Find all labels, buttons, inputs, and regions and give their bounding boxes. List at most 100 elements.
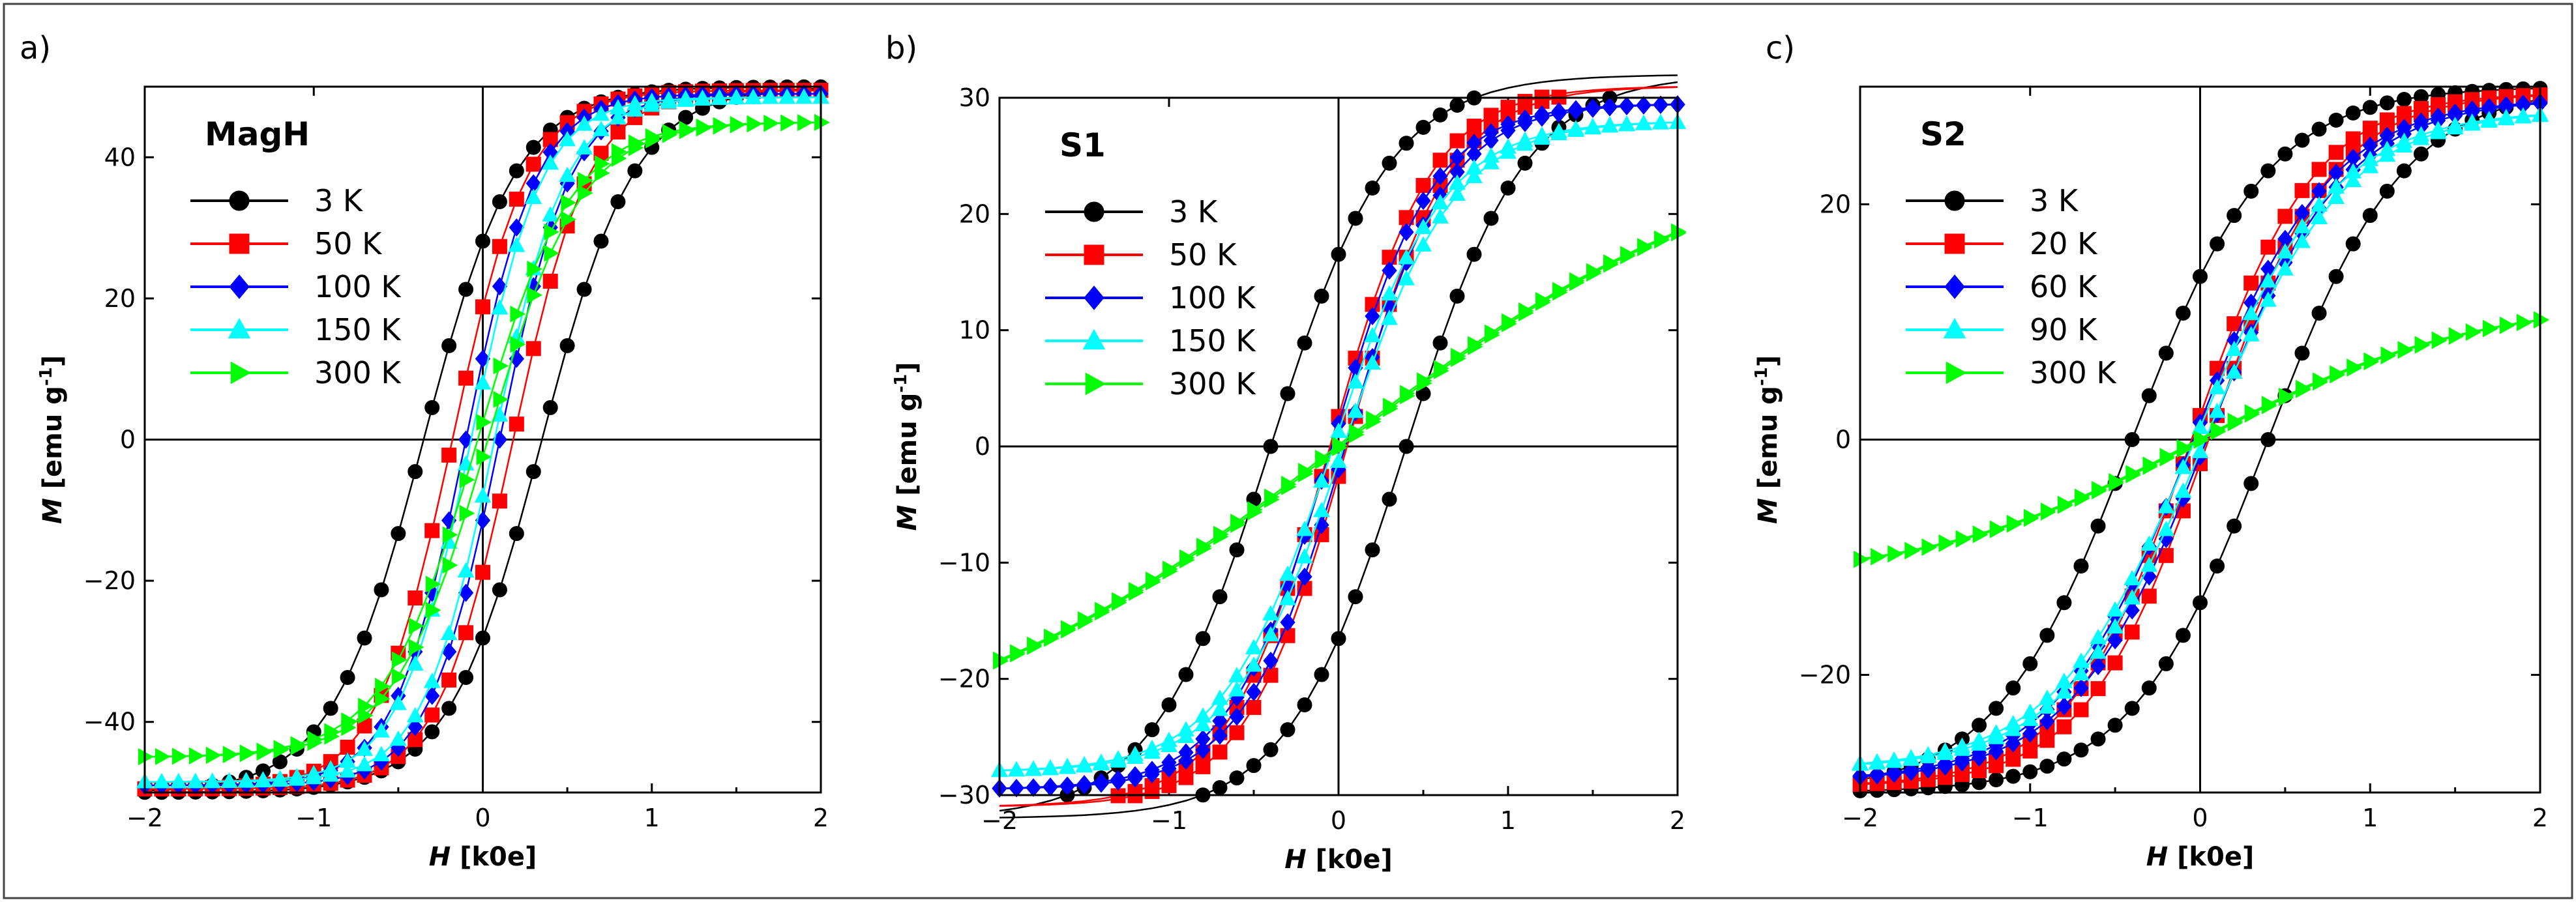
data-point (1584, 117, 1601, 134)
data-point (1297, 697, 1312, 712)
data-point (1451, 347, 1466, 365)
data-point (2038, 690, 2056, 705)
data-point (2500, 316, 2515, 334)
data-point (2514, 107, 2532, 123)
data-point (441, 672, 457, 688)
data-point (2210, 236, 2225, 252)
y-tick-label: 0 (1835, 426, 1851, 454)
data-point (1061, 620, 1076, 637)
data-point (2244, 404, 2260, 421)
x-tick-label: −1 (1151, 806, 1187, 835)
data-point (256, 742, 273, 760)
data-point (1296, 547, 1313, 564)
data-point (1483, 108, 1499, 123)
data-point (2021, 703, 2039, 720)
data-point (492, 493, 507, 509)
data-point (2311, 162, 2327, 177)
data-point (2124, 624, 2140, 640)
data-point (1228, 680, 1245, 697)
x-tick-label: 2 (2532, 804, 2548, 832)
data-point (2107, 718, 2123, 733)
data-point (1043, 777, 1058, 796)
data-point (2243, 183, 2259, 199)
data-point (2058, 495, 2073, 513)
data-point (1468, 336, 1483, 353)
data-point (205, 746, 222, 764)
data-point (1989, 520, 2006, 538)
x-tick-label: 0 (1331, 806, 1346, 835)
data-point (1178, 667, 1194, 682)
data-point (2193, 595, 2208, 611)
x-tick-label: −1 (2012, 804, 2049, 832)
x-axis-label: H [k0e] (1284, 845, 1393, 875)
data-point (424, 523, 440, 538)
data-point (2210, 559, 2225, 574)
data-point (2092, 480, 2107, 498)
data-point (155, 748, 171, 765)
data-point (1854, 550, 1869, 568)
data-point (1297, 567, 1312, 586)
data-point (475, 630, 490, 646)
data-point (2040, 502, 2056, 519)
data-point (1888, 545, 1903, 562)
data-point (509, 218, 525, 237)
data-point (2107, 601, 2124, 617)
data-point (2397, 341, 2414, 358)
data-point (491, 299, 509, 315)
data-point (1279, 590, 1296, 605)
y-axis-label: M [emu g-1] (37, 355, 68, 524)
data-point (559, 130, 576, 147)
data-point (2140, 535, 2158, 551)
data-point (2429, 121, 2447, 136)
data-point (475, 349, 491, 368)
data-point (475, 233, 490, 249)
data-point (341, 712, 357, 729)
y-tick-label: 20 (959, 199, 990, 228)
data-point (1620, 246, 1636, 263)
data-point (1869, 765, 1885, 784)
data-point (1365, 542, 1380, 558)
data-point (747, 115, 762, 132)
data-point (1381, 285, 1398, 301)
data-point (1112, 592, 1127, 609)
data-point (2361, 151, 2379, 166)
data-point (153, 772, 170, 789)
data-point (1586, 263, 1602, 280)
data-point (1025, 760, 1042, 776)
x-tick-label: −2 (126, 804, 163, 832)
data-point (138, 748, 154, 766)
data-point (509, 163, 524, 179)
data-point (459, 504, 475, 522)
data-point (1059, 757, 1076, 774)
data-point (2345, 171, 2362, 188)
data-point (1211, 701, 1228, 716)
legend-entry: 150 K (1169, 323, 1256, 358)
data-point (2073, 742, 2089, 758)
data-point (542, 154, 559, 170)
data-point (544, 244, 559, 262)
data-point (2140, 556, 2158, 572)
data-point (1212, 744, 1228, 760)
series-100-k (992, 95, 1685, 798)
data-point (1211, 689, 1228, 705)
data-point (2174, 458, 2192, 474)
data-point (1127, 766, 1143, 785)
data-point (2294, 132, 2310, 148)
data-point (1449, 185, 1466, 201)
data-point (2328, 178, 2345, 194)
data-point (459, 471, 475, 489)
data-point (2395, 132, 2413, 148)
panel-label: c) (1766, 30, 1795, 66)
data-point (1533, 126, 1550, 142)
data-point (1399, 223, 1414, 242)
data-point (526, 341, 541, 356)
data-point (1314, 288, 1329, 304)
y-axis-label: M [emu g-1] (891, 362, 923, 531)
data-point (2004, 714, 2022, 731)
data-point (375, 677, 391, 695)
data-point (2328, 269, 2344, 284)
data-point (1399, 439, 1414, 454)
data-point (1212, 779, 1228, 795)
data-point (2107, 631, 2123, 650)
data-point (762, 88, 779, 104)
